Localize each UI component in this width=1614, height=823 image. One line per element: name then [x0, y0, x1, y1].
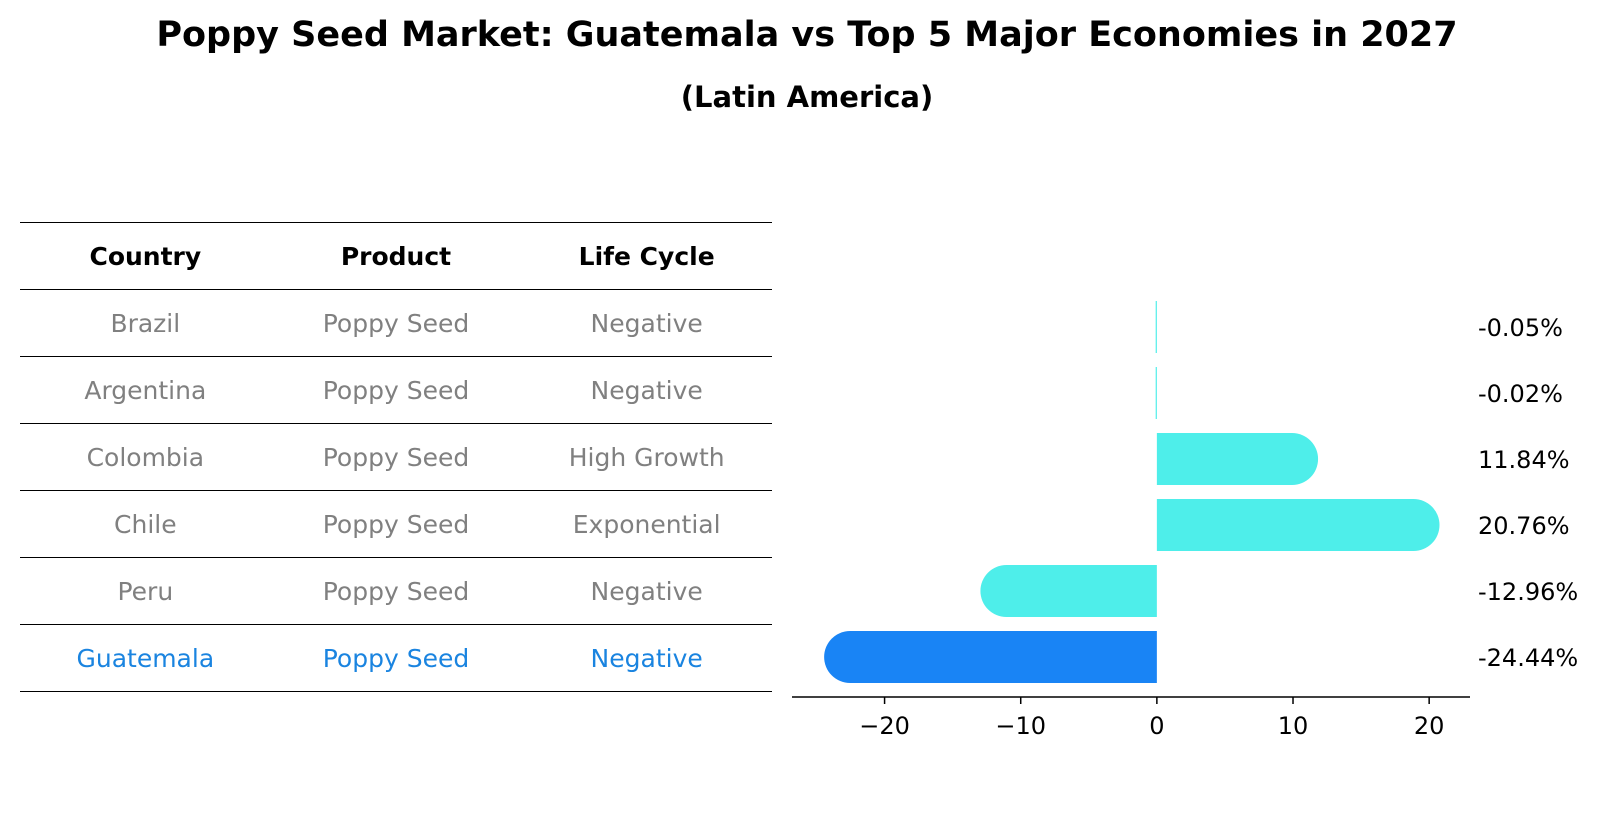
country-cell: Argentina [20, 356, 271, 424]
product-cell: Poppy Seed [270, 624, 522, 692]
life-cycle-cell: Negative [521, 557, 772, 625]
product-cell: Poppy Seed [270, 289, 522, 357]
column-header-product: Product [270, 222, 522, 290]
value-label: 11.84% [1478, 446, 1570, 474]
country-cell: Brazil [20, 289, 271, 357]
product-cell: Poppy Seed [270, 423, 522, 491]
country-cell: Guatemala [20, 624, 271, 692]
bar-argentina [1155, 367, 1157, 419]
value-label: -12.96% [1478, 578, 1578, 606]
chart-subtitle: (Latin America) [680, 80, 934, 114]
table-row: Colombia Poppy Seed High Growth [20, 423, 772, 491]
life-cycle-cell: Negative [521, 289, 772, 357]
product-cell: Poppy Seed [270, 356, 522, 424]
value-label: -0.05% [1478, 314, 1563, 342]
column-header-country: Country [20, 222, 271, 290]
x-tick-label: −20 [859, 712, 910, 740]
column-header-life-cycle: Life Cycle [521, 222, 772, 290]
life-cycle-cell: Negative [521, 624, 772, 692]
life-cycle-cell: Exponential [521, 490, 772, 558]
value-label: 20.76% [1478, 512, 1570, 540]
value-label: -0.02% [1478, 380, 1563, 408]
market-table: Country Product Life Cycle Brazil Poppy … [20, 222, 772, 692]
x-tick-label: −10 [995, 712, 1046, 740]
bar-guatemala [824, 631, 1157, 683]
table-row: Argentina Poppy Seed Negative [20, 356, 772, 424]
bar-chile [1156, 499, 1440, 551]
table-row: Chile Poppy Seed Exponential [20, 490, 772, 558]
value-labels: -0.05% -0.02% 11.84% 20.76% -12.96% -24.44% [1478, 314, 1578, 672]
product-cell: Poppy Seed [270, 557, 522, 625]
bar-brazil [1155, 301, 1157, 353]
table-header-row: Country Product Life Cycle [20, 222, 772, 290]
country-cell: Colombia [20, 423, 271, 491]
life-cycle-cell: High Growth [521, 423, 772, 491]
table-row: Brazil Poppy Seed Negative [20, 289, 772, 357]
value-label: -24.44% [1478, 644, 1578, 672]
bars-layer [824, 301, 1440, 683]
table-row: Peru Poppy Seed Negative [20, 557, 772, 625]
bar-colombia [1156, 433, 1319, 485]
country-cell: Peru [20, 557, 271, 625]
chart-title: Poppy Seed Market: Guatemala vs Top 5 Ma… [156, 15, 1458, 55]
x-tick-label: 0 [1149, 712, 1164, 740]
country-cell: Chile [20, 490, 271, 558]
life-cycle-cell: Negative [521, 356, 772, 424]
x-axis-ticks: −20 −10 0 10 20 [859, 697, 1444, 740]
table-row-highlighted: Guatemala Poppy Seed Negative [20, 624, 772, 692]
x-tick-label: 20 [1414, 712, 1445, 740]
x-tick-label: 10 [1278, 712, 1309, 740]
product-cell: Poppy Seed [270, 490, 522, 558]
bar-peru [980, 565, 1157, 617]
